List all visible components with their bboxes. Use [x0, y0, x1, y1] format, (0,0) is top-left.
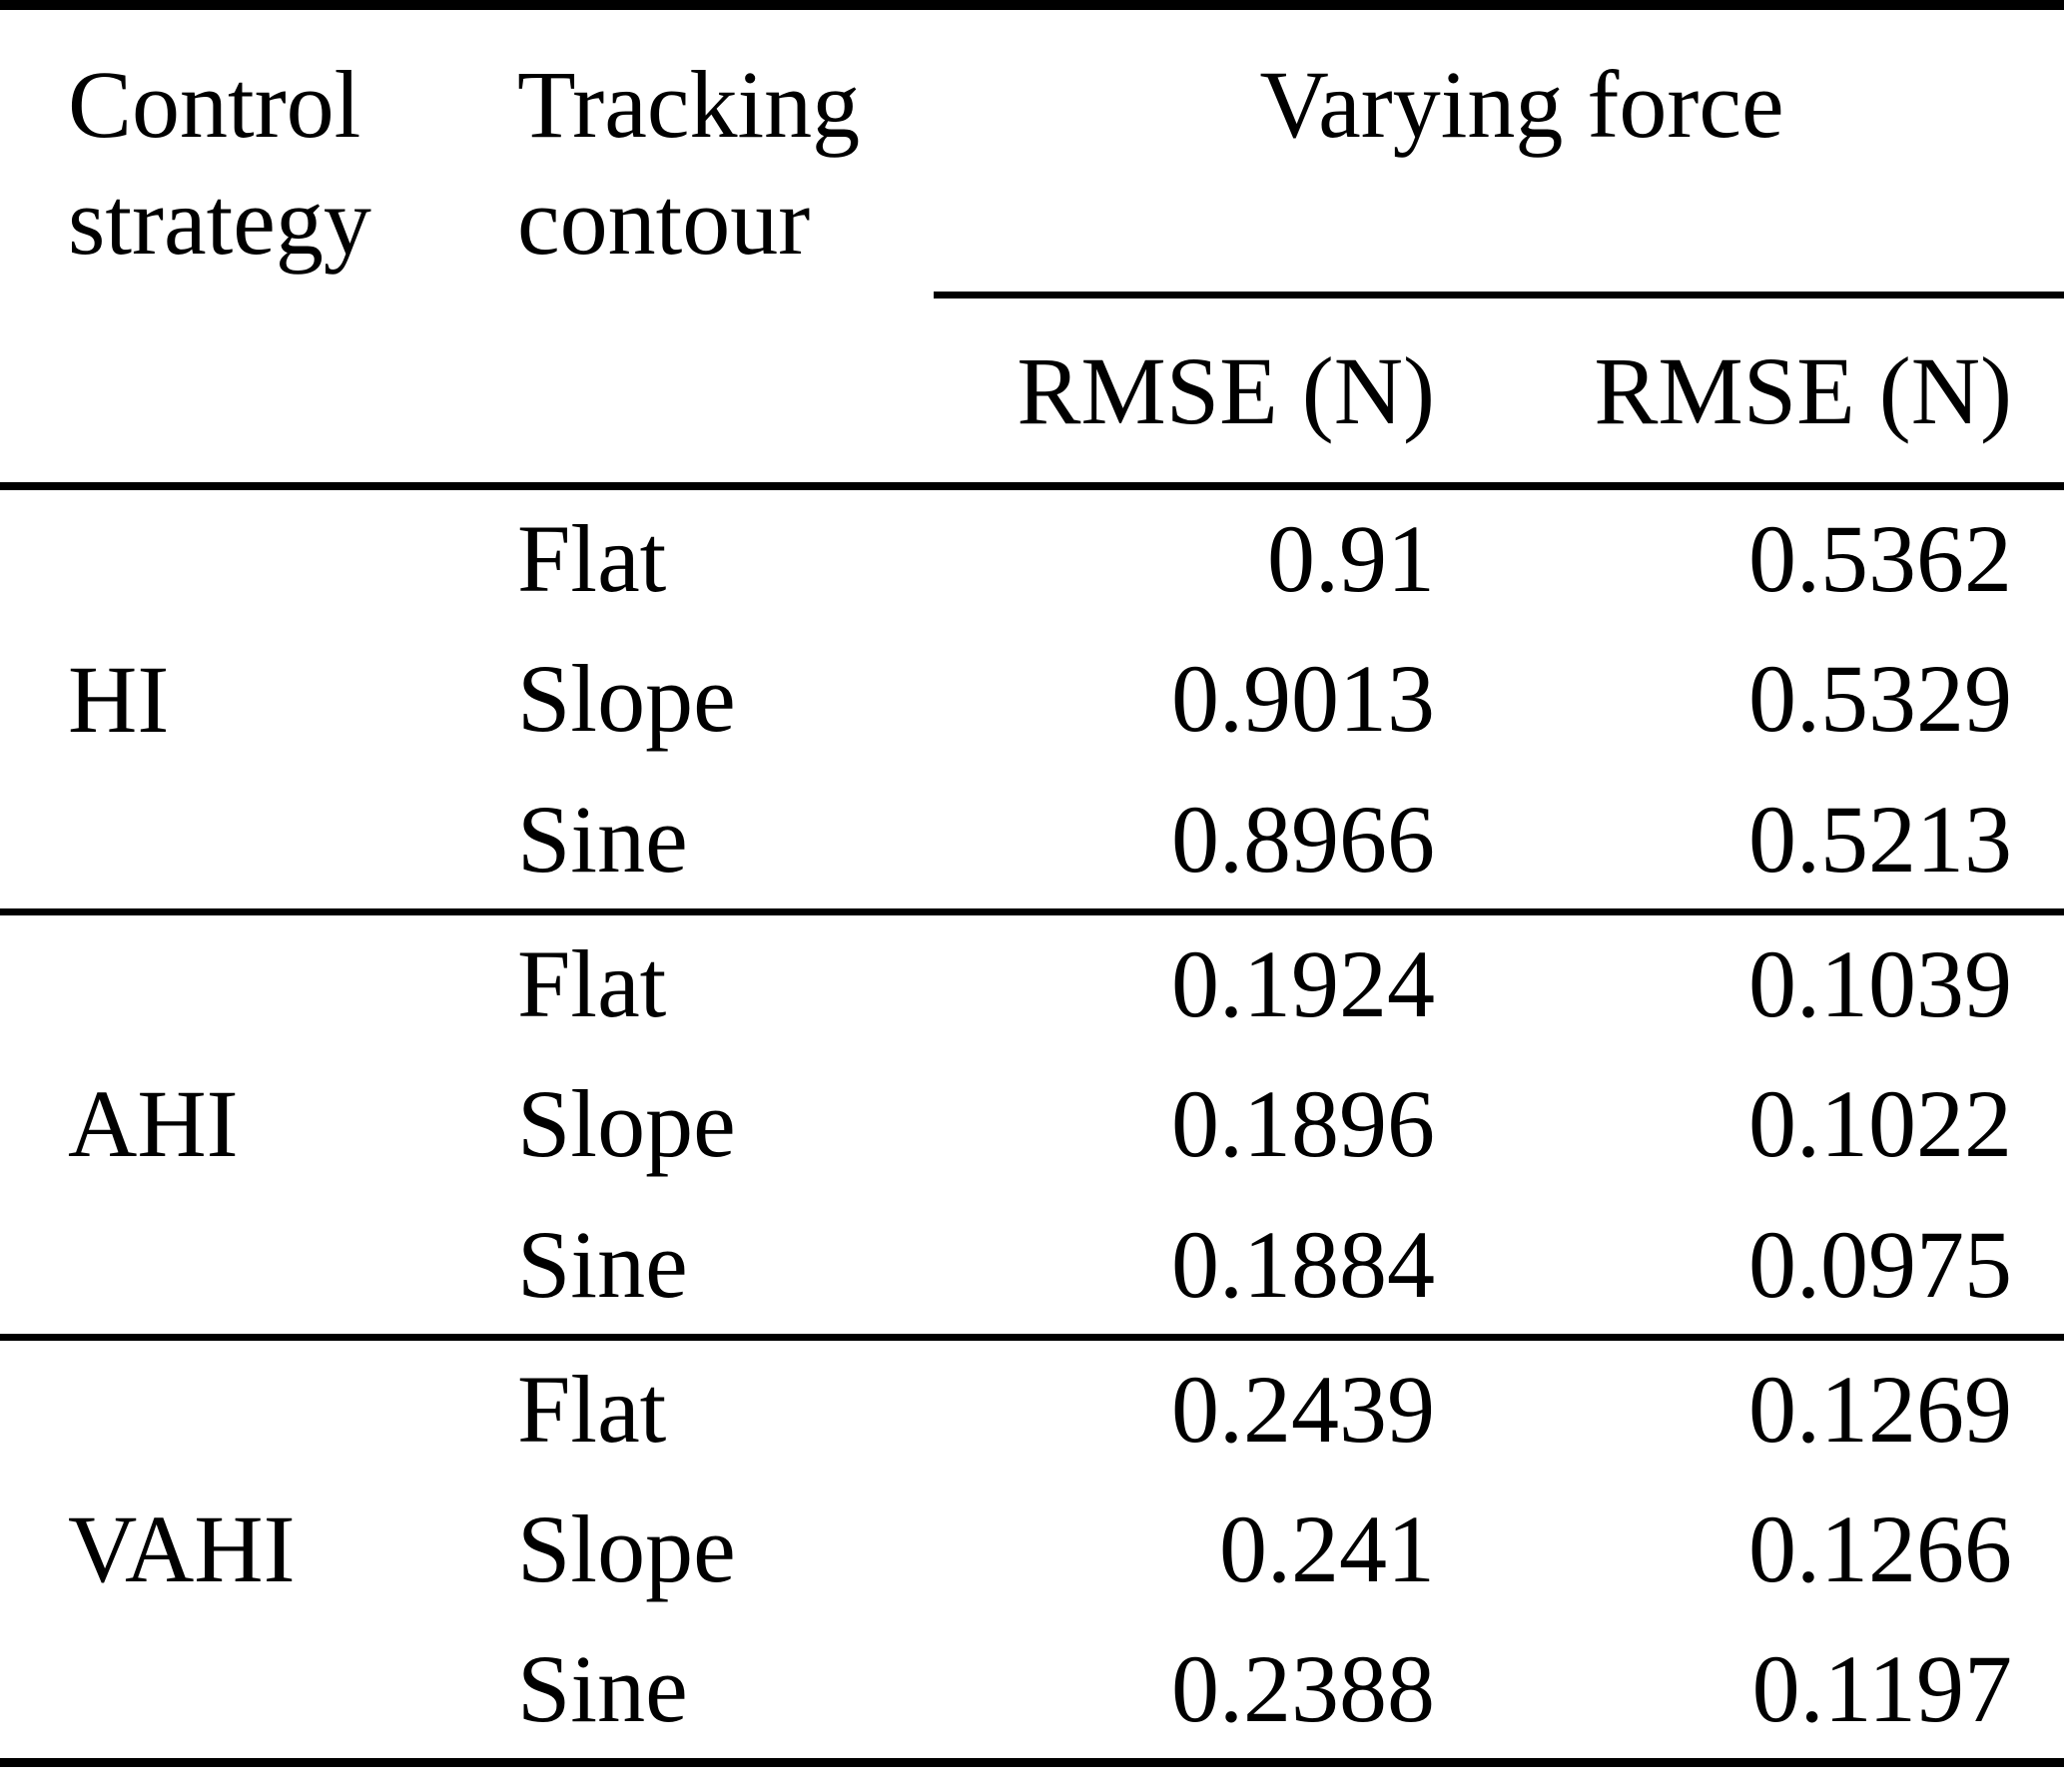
- header-control-strategy: Control strategy: [0, 5, 514, 490]
- rmse2-cell: 0.1039: [1748, 930, 2012, 1038]
- rmse1-cell: 0.2388: [1171, 1635, 1435, 1743]
- contour-cell: Slope: [517, 1070, 736, 1178]
- rmse2-cell: 0.5213: [1748, 785, 2012, 893]
- rmse2-cell: 0.0975: [1748, 1210, 2012, 1318]
- header-tracking-contour-line1: Tracking: [517, 51, 861, 158]
- contour-cell: Slope: [517, 1495, 736, 1603]
- table-row: Sine 0.8966 0.5213: [0, 770, 2064, 911]
- table-row: Slope 0.1896 0.1022: [0, 1053, 2064, 1195]
- section-vahi: VAHI Flat 0.2439 0.1269 Slope 0.241 0.12…: [0, 1337, 2064, 1762]
- header-control-strategy-line2: strategy: [68, 168, 371, 276]
- table-row: Sine 0.1884 0.0975: [0, 1195, 2064, 1337]
- rmse1-cell: 0.241: [1219, 1495, 1435, 1603]
- rmse1-cell: 0.1924: [1171, 930, 1435, 1038]
- section-ahi: AHI Flat 0.1924 0.1039 Slope 0.1896 0.10…: [0, 911, 2064, 1337]
- contour-cell: Flat: [517, 1356, 667, 1464]
- table-row: VAHI Flat 0.2439 0.1269: [0, 1337, 2064, 1602]
- contour-cell: Flat: [517, 930, 667, 1038]
- rmse2-cell: 0.5329: [1748, 645, 2012, 753]
- contour-cell: Sine: [517, 1635, 688, 1743]
- rmse2-cell: 0.1197: [1751, 1635, 2012, 1743]
- header-rmse-col2: RMSE (N): [1435, 295, 2064, 490]
- rmse1-cell: 0.8966: [1171, 785, 1435, 893]
- rmse1-cell: 0.91: [1267, 505, 1435, 613]
- table-row: Slope 0.241 0.1266: [0, 1479, 2064, 1620]
- rmse2-cell: 0.1269: [1748, 1356, 2012, 1464]
- header-rmse-col1: RMSE (N): [934, 295, 1435, 490]
- contour-cell: Sine: [517, 1210, 688, 1318]
- header-varying-force: Varying force: [934, 5, 2064, 299]
- rmse2-cell: 0.1266: [1748, 1495, 2012, 1603]
- strategy-label-vahi: VAHI: [68, 1494, 296, 1602]
- contour-cell: Sine: [517, 785, 688, 893]
- strategy-label-ahi: AHI: [68, 1070, 239, 1178]
- table-row: HI Flat 0.91 0.5362: [0, 486, 2064, 752]
- header-row-groups: Control strategy Tracking contour Varyin…: [0, 5, 2064, 490]
- header-tracking-contour: Tracking contour: [514, 5, 934, 490]
- strategy-label-hi: HI: [68, 645, 170, 753]
- header-row-units: RMSE (N) RMSE (N): [0, 295, 2064, 490]
- rmse2-cell: 0.5362: [1748, 505, 2012, 613]
- contour-cell: Slope: [517, 645, 736, 753]
- section-hi: HI Flat 0.91 0.5362 Slope 0.9013 0.5329 …: [0, 486, 2064, 911]
- rmse2-cell: 0.1022: [1748, 1070, 2012, 1178]
- rmse1-cell: 0.1884: [1171, 1210, 1435, 1318]
- rmse1-cell: 0.2439: [1171, 1356, 1435, 1464]
- table-row: Sine 0.2388 0.1197: [0, 1620, 2064, 1762]
- rmse1-cell: 0.9013: [1171, 645, 1435, 753]
- table-header: Control strategy Tracking contour Varyin…: [0, 5, 2064, 490]
- header-control-strategy-line1: Control: [68, 51, 361, 158]
- contour-cell: Flat: [517, 505, 667, 613]
- header-tracking-contour-line2: contour: [517, 168, 811, 276]
- table-row: Slope 0.9013 0.5329: [0, 628, 2064, 770]
- rmse1-cell: 0.1896: [1171, 1070, 1435, 1178]
- table-row: AHI Flat 0.1924 0.1039: [0, 911, 2064, 1177]
